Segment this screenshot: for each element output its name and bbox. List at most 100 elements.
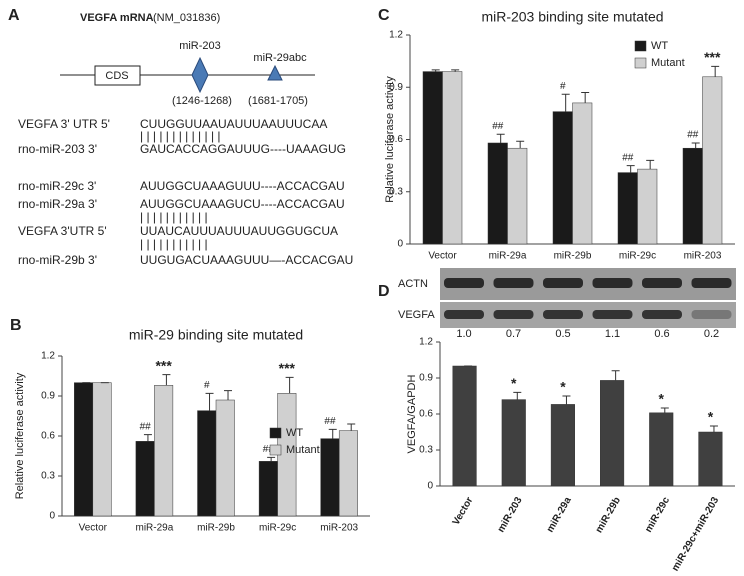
- x-tick-label: miR-203: [320, 523, 358, 534]
- bar: [698, 431, 723, 487]
- y-tick-label: 1.2: [419, 337, 433, 348]
- bar: [197, 410, 217, 517]
- bar: [617, 172, 638, 245]
- error-bar: [347, 423, 356, 431]
- bar: [702, 76, 723, 245]
- error-bar: [660, 407, 669, 413]
- blot-strip: [440, 302, 736, 328]
- panel-letter: C: [378, 7, 390, 24]
- annotation: #: [204, 380, 210, 391]
- y-tick-label: 0.9: [389, 82, 403, 93]
- x-tick-label: miR-29a: [136, 523, 174, 534]
- x-tick-label: miR-29c: [259, 523, 296, 534]
- ratio-label: 0.6: [654, 328, 669, 340]
- bar: [215, 399, 235, 517]
- band: [543, 310, 583, 319]
- blot-label: ACTN: [398, 278, 428, 290]
- panel-letter: B: [10, 317, 22, 334]
- legend-label: Mutant: [651, 57, 685, 69]
- annotation: *: [659, 391, 665, 407]
- band: [444, 278, 484, 288]
- bar: [600, 380, 625, 487]
- bar: [258, 461, 278, 517]
- bar: [501, 399, 526, 487]
- y-tick-label: 1.2: [41, 351, 55, 362]
- seq-label: rno-miR-29c 3': [18, 179, 96, 193]
- annotation: *: [511, 375, 517, 391]
- blot: ACTN VEGFA: [398, 268, 736, 328]
- x-tick-label: miR-29b: [197, 523, 235, 534]
- ratio-label: 1.1: [605, 328, 620, 340]
- seq-label: VEGFA 3' UTR 5': [18, 117, 110, 131]
- band: [691, 278, 732, 288]
- cds-box: [94, 65, 141, 86]
- bar: [74, 382, 94, 517]
- site-diamond: [191, 56, 209, 94]
- legend-label: WT: [651, 40, 668, 52]
- annotation: ##: [687, 130, 699, 141]
- band: [642, 278, 682, 288]
- legend-label: WT: [286, 427, 303, 439]
- x-tick-label: miR-29a: [545, 495, 574, 535]
- sequence: | | | | | | | | | | |: [140, 210, 208, 224]
- error-bar: [581, 91, 590, 103]
- legend-label: Mutant: [286, 444, 320, 456]
- band: [592, 278, 633, 288]
- blot-strip: [440, 268, 736, 300]
- error-bar: [513, 391, 522, 400]
- annotation: ##: [324, 416, 336, 427]
- x-tick-label: Vector: [428, 251, 457, 262]
- annotation: ***: [279, 360, 296, 376]
- seq-label: rno-miR-29b 3': [18, 253, 97, 267]
- panel-letter: D: [378, 283, 390, 300]
- band: [493, 278, 534, 288]
- error-bar: [709, 425, 718, 432]
- sequence: UUGUGACUAAAGUUU—-ACCACGAU: [140, 253, 353, 267]
- annotation: ##: [140, 421, 152, 432]
- error-bar: [224, 390, 233, 400]
- sequence: | | | | | | | | | | |: [140, 237, 208, 251]
- sequence: | | | | | | | | | | | | |: [140, 129, 221, 143]
- error-bar: [162, 374, 171, 386]
- y-axis-label: Relative luciferase activity: [384, 76, 396, 203]
- bar: [552, 111, 573, 245]
- site-name: miR-29abc: [253, 52, 307, 64]
- site-range: (1681-1705): [248, 95, 308, 107]
- bands: [444, 278, 732, 319]
- bar: [442, 71, 463, 245]
- x-tick-label: miR-29c+miR-203: [670, 495, 722, 573]
- annotation: ##: [622, 152, 634, 163]
- y-axis-label: Relative luciferase activity: [14, 372, 26, 499]
- cds-label: CDS: [105, 70, 128, 82]
- band: [493, 310, 534, 319]
- band: [691, 310, 732, 319]
- bar: [550, 404, 575, 487]
- band: [444, 310, 484, 319]
- seq-label: VEGFA 3'UTR 5': [18, 224, 107, 238]
- site-range: (1246-1268): [172, 95, 232, 107]
- chart-title: miR-203 binding site mutated: [481, 9, 663, 25]
- y-tick-label: 0: [397, 239, 403, 250]
- bar: [135, 441, 155, 517]
- error-bar: [328, 428, 337, 439]
- error-bar: [611, 370, 620, 381]
- sequence: AUUGGCUAAAGUUU----ACCACGAU: [140, 179, 345, 193]
- y-axis-label: VEGFA/GAPDH: [406, 375, 418, 454]
- annotation: #: [560, 81, 566, 92]
- band: [642, 310, 682, 319]
- y-tick-label: 0.9: [419, 373, 433, 384]
- annotation: ***: [704, 49, 721, 65]
- annotation: ##: [492, 121, 504, 132]
- panel-a: A VEGFA mRNA (NM_031836) CDS miR-203 miR…: [8, 7, 353, 267]
- bar: [682, 147, 703, 245]
- ratio-label: 0.5: [555, 328, 570, 340]
- x-tick-label: miR-29c: [643, 495, 672, 535]
- seq-label: rno-miR-29a 3': [18, 197, 97, 211]
- blot-label: VEGFA: [398, 309, 435, 321]
- bar: [487, 142, 508, 245]
- legend-swatch: [269, 427, 282, 439]
- x-tick-label: miR-29b: [554, 251, 592, 262]
- annotation: *: [708, 409, 714, 425]
- x-tick-label: miR-29a: [489, 251, 527, 262]
- error-bar: [496, 133, 505, 143]
